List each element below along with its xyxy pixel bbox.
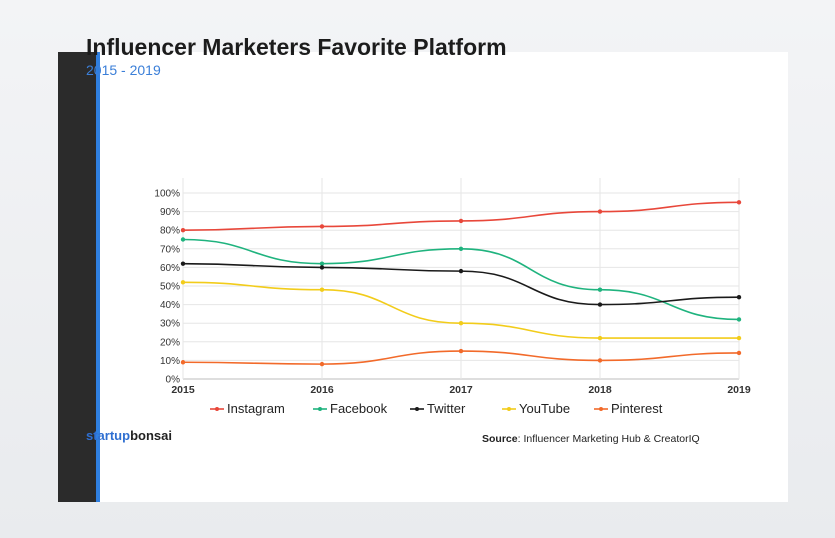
x-tick-label: 2018 [588,384,612,396]
data-point-facebook [458,246,464,251]
x-tick-label: 2015 [171,384,195,396]
data-point-instagram [180,228,186,233]
brand-part-2: bonsai [130,428,172,443]
legend-label-twitter: Twitter [427,401,466,416]
data-point-instagram [736,200,742,205]
data-point-pinterest [319,361,325,367]
x-tick-label: 2016 [310,384,334,396]
y-tick-label: 0% [166,375,181,386]
brand-part-1: startup [86,428,131,443]
line-chart: 0% 10% 20% 30% 40% 50% 60% 70% 80% 90% 100% 2015 20… [154,178,751,416]
data-point-pinterest [180,360,186,365]
legend-marker-twitter [415,407,419,411]
y-tick-label: 40% [160,300,180,311]
y-tick-label: 60% [160,263,180,274]
legend-label-facebook: Facebook [330,401,388,416]
data-point-pinterest [736,350,742,356]
data-point-youtube [180,280,186,285]
source-label: Source [482,433,518,445]
y-tick-label: 20% [160,337,180,348]
data-point-instagram [458,218,464,224]
data-point-twitter [180,261,186,266]
data-point-facebook [180,237,186,242]
data-point-twitter [319,265,325,270]
y-tick-label: 100% [154,189,180,200]
source-text: : Influencer Marketing Hub & CreatorIQ [517,433,700,445]
data-point-pinterest [597,358,603,363]
legend-marker-pinterest [599,407,603,411]
legend-marker-youtube [507,407,511,411]
data-point-instagram [597,209,603,214]
series-line-twitter [182,262,740,306]
data-point-twitter [597,302,603,307]
data-point-youtube [458,321,464,326]
legend-label-pinterest: Pinterest [611,401,663,416]
data-point-youtube [736,335,742,341]
x-tick-label: 2019 [727,384,751,396]
data-point-instagram [319,224,325,229]
x-tick-label: 2017 [449,384,473,396]
y-tick-label: 90% [160,207,180,218]
y-tick-label: 80% [160,226,180,237]
data-point-facebook [736,317,742,322]
data-point-pinterest [458,348,464,354]
data-point-youtube [319,287,325,292]
data-point-twitter [736,294,742,300]
data-point-facebook [597,287,603,292]
y-tick-label: 70% [160,244,180,255]
y-tick-label: 50% [160,282,180,293]
legend-marker-facebook [318,407,322,411]
legend-label-youtube: YouTube [519,401,570,416]
y-tick-label: 30% [160,319,180,330]
brand-logo: startupbonsai [86,428,172,443]
legend-marker-instagram [215,407,219,411]
data-point-twitter [458,268,464,274]
data-point-facebook [319,261,325,266]
legend-label-instagram: Instagram [227,401,285,416]
card-dark-strip [58,52,96,502]
data-point-youtube [597,335,603,341]
infographic-card [58,52,788,502]
card-accent-strip [96,52,100,502]
y-tick-label: 10% [160,356,180,367]
source-note: Source: Influencer Marketing Hub & Creat… [482,433,700,445]
chart-title: Influencer Marketers Favorite Platform [86,34,507,60]
chart-subtitle: 2015 - 2019 [86,62,161,78]
